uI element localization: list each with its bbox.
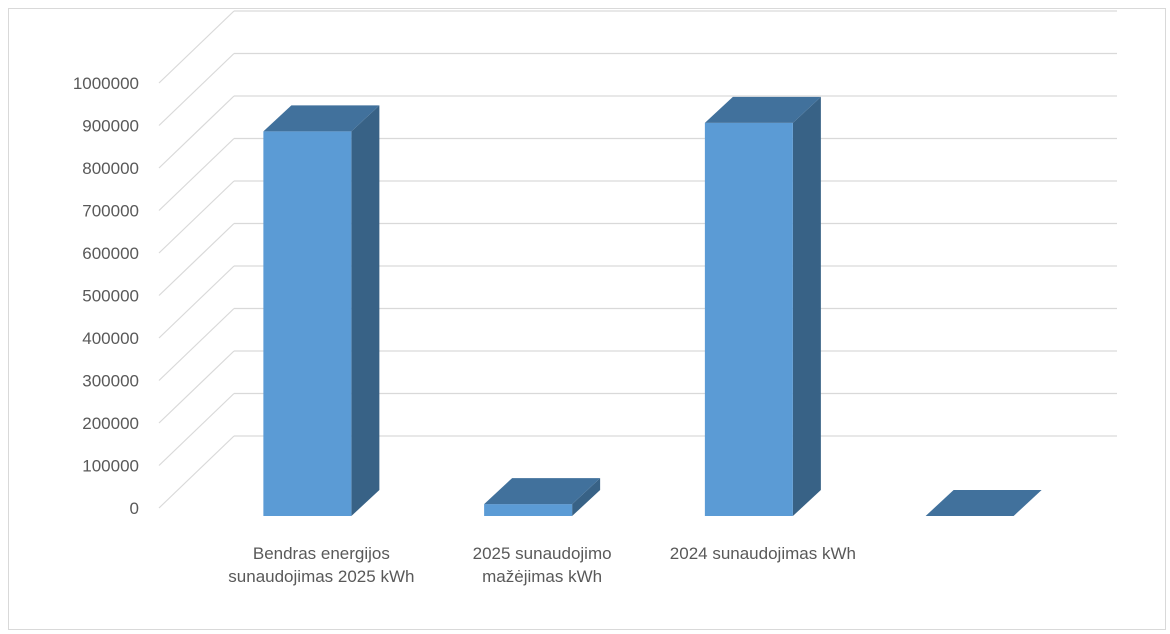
y-axis-ticks: 0 100000 200000 300000 400000 500000 600000 700…	[73, 74, 139, 518]
x-category-label: 2025 sunaudojimo mažėjimas kWh	[472, 544, 612, 586]
gridline-depth	[158, 10, 235, 84]
y-tick-label: 1000000	[73, 74, 139, 93]
bar-top	[263, 105, 380, 132]
gridlines	[158, 10, 1117, 509]
y-tick-label: 900000	[82, 117, 139, 136]
gridline-depth	[158, 53, 235, 126]
gridline-depth	[158, 223, 235, 296]
bar-side	[351, 105, 380, 516]
y-tick-label: 100000	[82, 457, 139, 476]
y-tick-label: 800000	[82, 159, 139, 178]
gridline-depth	[158, 265, 235, 339]
y-tick-label: 200000	[82, 414, 139, 433]
y-tick-label: 300000	[82, 372, 139, 391]
bar	[263, 105, 380, 516]
gridline-depth	[158, 180, 235, 254]
x-category-label: 2024 sunaudojimas kWh	[669, 544, 856, 563]
bar-front	[704, 122, 793, 516]
bars	[263, 96, 1042, 516]
gridline-depth	[158, 393, 235, 466]
bar-top	[704, 96, 821, 123]
bar	[925, 490, 1042, 516]
bar	[484, 478, 601, 516]
y-tick-label: 500000	[82, 287, 139, 306]
y-tick-label: 0	[130, 499, 139, 518]
bar-side	[792, 96, 821, 516]
x-category-label: Bendras energijos sunaudojimas 2025 kWh	[228, 544, 415, 586]
bar-front	[263, 131, 352, 516]
y-tick-label: 600000	[82, 244, 139, 263]
bar-side	[572, 478, 601, 516]
gridline-depth	[158, 95, 235, 169]
gridline-depth	[158, 138, 235, 211]
chart-plot: 0 100000 200000 300000 400000 500000 600000 700…	[73, 10, 1117, 518]
gridline-depth	[158, 350, 235, 424]
bar	[704, 96, 821, 516]
bar-front	[484, 504, 573, 516]
bar-top	[925, 490, 1042, 516]
y-tick-label: 400000	[82, 329, 139, 348]
y-tick-label: 700000	[82, 202, 139, 221]
gridline-depth	[158, 308, 235, 381]
chart-frame: 0 100000 200000 300000 400000 500000 600000 700…	[8, 8, 1166, 630]
bar-top	[484, 478, 601, 505]
gridline-depth	[158, 435, 235, 509]
